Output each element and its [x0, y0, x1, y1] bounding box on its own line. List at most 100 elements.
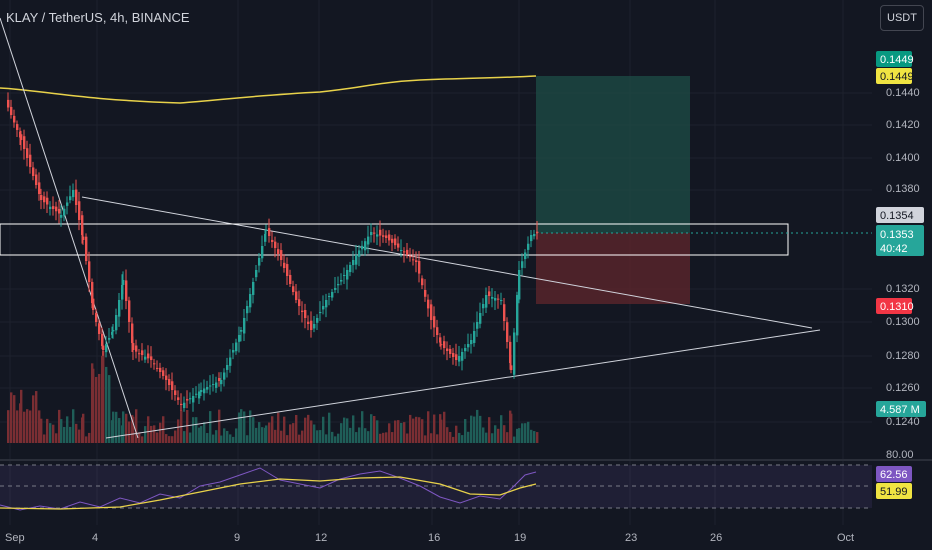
volume-bar — [243, 411, 246, 443]
volume-bar — [343, 417, 346, 443]
volume-bar — [23, 411, 26, 443]
volume-bar — [530, 429, 533, 443]
currency-button[interactable]: USDT — [880, 5, 924, 31]
candle-body — [43, 196, 46, 203]
candle-body — [215, 382, 218, 388]
candle-body — [364, 241, 367, 251]
candle-body — [125, 280, 128, 301]
volume-bar — [215, 430, 218, 443]
candle-body — [206, 387, 209, 390]
candle-body — [385, 235, 388, 238]
candle-body — [449, 348, 452, 354]
candle-body — [108, 338, 111, 340]
candle-body — [433, 316, 436, 328]
volume-bar — [72, 409, 75, 443]
target-zone[interactable] — [536, 76, 690, 233]
triangle-upper-line[interactable] — [81, 196, 813, 329]
price-tick: 0.1260 — [886, 382, 920, 394]
volume-bar — [165, 434, 168, 443]
resistance-zone[interactable] — [0, 223, 789, 256]
volume-bar — [66, 416, 69, 443]
candle-body — [95, 312, 98, 322]
triangle-lower-line[interactable] — [105, 329, 821, 439]
descending-trendline[interactable] — [0, 17, 139, 439]
volume-bar — [328, 412, 331, 443]
volume-bar — [527, 421, 530, 443]
candle-body — [430, 304, 433, 320]
volume-bar — [307, 414, 310, 443]
volume-bar — [261, 427, 264, 443]
candle-body — [165, 375, 168, 380]
volume-bar — [370, 414, 373, 443]
volume-bar — [412, 418, 415, 443]
candle-body — [58, 208, 61, 214]
candlesticks — [7, 92, 539, 412]
volume-bar — [46, 418, 49, 443]
volume-bar — [352, 415, 355, 443]
rsi-upper-label: 80.00 — [886, 449, 914, 461]
volume-bar — [16, 410, 19, 443]
candle-body — [131, 323, 134, 343]
volume-bar — [49, 423, 52, 443]
volume-bar — [29, 410, 32, 443]
candle-body — [418, 260, 421, 274]
volume-bar — [150, 425, 153, 443]
candle-body — [461, 352, 464, 361]
stop-zone[interactable] — [536, 233, 690, 304]
volume-bar — [500, 415, 503, 443]
candle-body — [470, 340, 473, 345]
volume-bar — [325, 434, 328, 443]
volume-bar — [195, 417, 198, 443]
volume-bar — [536, 432, 539, 443]
chart-title: KLAY / TetherUS, 4h, BINANCE — [6, 10, 190, 25]
candle-body — [268, 228, 271, 236]
candle-body — [283, 262, 286, 268]
time-axis[interactable]: Sep 4 9 12 16 19 23 26 Oct — [5, 532, 854, 544]
volume-bar — [147, 416, 150, 443]
volume-bar — [304, 417, 307, 443]
rsi-ma-line — [0, 476, 537, 510]
candle-body — [156, 367, 159, 369]
volume-bar — [455, 425, 458, 443]
volume-bar — [277, 412, 280, 443]
volume-bar — [340, 423, 343, 443]
candle-body — [524, 252, 527, 260]
volume-bar — [458, 432, 461, 443]
rsi-ma-badge: 51.99 — [876, 483, 912, 499]
candle-body — [304, 310, 307, 318]
candle-body — [29, 154, 32, 167]
volume-bar — [433, 414, 436, 443]
candle-body — [355, 255, 358, 265]
candle-body — [85, 236, 88, 261]
candle-body — [192, 396, 195, 403]
volume-bar — [271, 416, 274, 443]
volume-bar — [461, 435, 464, 443]
candle-body — [49, 206, 52, 210]
candle-body — [265, 230, 268, 231]
candle-body — [503, 304, 506, 321]
volume-bar — [135, 409, 138, 443]
candle-body — [397, 243, 400, 248]
price-axis[interactable]: 0.1440 0.1420 0.1400 0.1380 0.1320 0.130… — [886, 87, 920, 461]
volume-bar — [464, 419, 467, 443]
volume-bar — [449, 431, 452, 443]
candle-body — [277, 249, 280, 254]
volume-bar — [128, 421, 131, 443]
candle-body — [82, 236, 85, 240]
svg-text:0.1449: 0.1449 — [880, 71, 914, 83]
volume-bar — [238, 412, 241, 443]
candle-body — [220, 380, 223, 385]
candle-body — [171, 381, 174, 390]
volume-bar — [26, 409, 29, 443]
price-tick: 0.1380 — [886, 183, 920, 195]
volume-bar — [373, 415, 376, 443]
volume-bar — [246, 435, 249, 443]
candle-body — [98, 323, 101, 334]
volume-bar — [358, 427, 361, 443]
candle-body — [186, 399, 189, 401]
candle-body — [240, 330, 243, 332]
volume-bar — [334, 436, 337, 443]
candle-body — [400, 250, 403, 252]
